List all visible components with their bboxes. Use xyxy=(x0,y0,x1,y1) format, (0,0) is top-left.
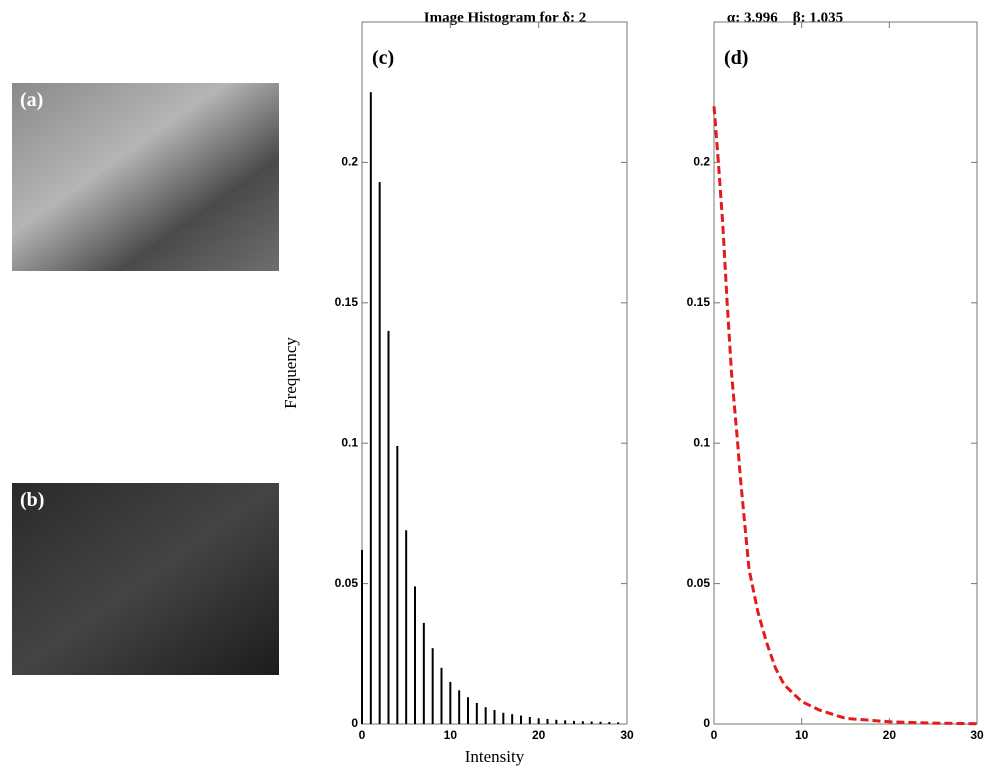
bar xyxy=(564,720,567,724)
image-label: (b) xyxy=(20,489,44,511)
plot-frame xyxy=(713,21,978,725)
x-tick-label: 0 xyxy=(359,728,366,742)
x-tick-label: 20 xyxy=(532,728,546,742)
y-tick-label: 0.05 xyxy=(335,576,359,590)
x-tick-label: 0 xyxy=(711,728,718,742)
panel-label: (c) xyxy=(372,47,394,69)
bar xyxy=(617,722,620,724)
chart-title: α: 3.996 β: 1.035 xyxy=(727,10,843,26)
y-tick-label: 0 xyxy=(703,716,710,730)
y-tick-label: 0.2 xyxy=(693,155,710,169)
image-b xyxy=(12,483,279,675)
plot-frame xyxy=(361,21,628,725)
bar xyxy=(573,720,575,724)
panel-label: (d) xyxy=(724,47,748,69)
bar xyxy=(431,648,434,724)
bar xyxy=(369,92,372,724)
bar xyxy=(537,718,540,724)
bar xyxy=(484,707,487,724)
x-tick-label: 10 xyxy=(795,728,809,742)
curve xyxy=(712,106,978,726)
bar xyxy=(458,690,461,724)
x-tick-label: 30 xyxy=(970,728,984,742)
y-tick-label: 0.15 xyxy=(335,295,359,309)
bar xyxy=(599,721,602,724)
bar xyxy=(414,586,416,724)
x-tick-label: 30 xyxy=(620,728,634,742)
y-tick-label: 0.1 xyxy=(693,435,710,449)
bar xyxy=(528,716,531,724)
x-axis-label: Intensity xyxy=(465,747,525,766)
bar xyxy=(467,697,469,724)
bar xyxy=(475,702,478,724)
bar xyxy=(555,719,558,724)
y-tick-label: 0 xyxy=(351,716,358,730)
bar xyxy=(511,714,514,724)
bar xyxy=(608,722,611,724)
bar xyxy=(361,549,363,724)
y-axis-label: Frequency xyxy=(281,337,300,409)
bar xyxy=(378,182,381,724)
x-tick-label: 10 xyxy=(444,728,458,742)
bar xyxy=(581,721,584,724)
image-a xyxy=(12,83,279,271)
bar xyxy=(422,622,425,724)
y-tick-label: 0.1 xyxy=(341,435,358,449)
bar xyxy=(520,715,522,724)
bar xyxy=(405,530,408,724)
chart-title: Image Histogram for δ: 2 xyxy=(424,10,586,26)
bar xyxy=(440,667,443,724)
bar xyxy=(502,712,505,724)
x-tick-label: 20 xyxy=(883,728,897,742)
bar xyxy=(449,681,452,724)
bar xyxy=(546,718,549,724)
image-label: (a) xyxy=(20,89,43,111)
y-tick-label: 0.15 xyxy=(687,295,711,309)
y-tick-label: 0.05 xyxy=(687,576,711,590)
bar xyxy=(396,446,399,724)
bar xyxy=(493,709,496,724)
bar xyxy=(387,330,390,724)
y-tick-label: 0.2 xyxy=(341,155,358,169)
bar xyxy=(590,721,593,724)
